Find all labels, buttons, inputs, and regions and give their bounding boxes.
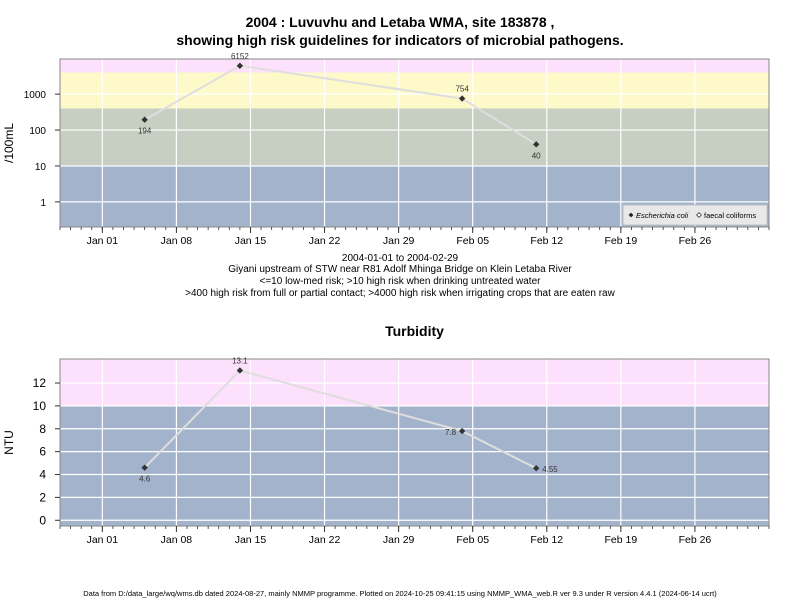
data-label: 7.8	[445, 428, 457, 437]
date-range-note: 2004-01-01 to 2004-02-29	[341, 253, 459, 264]
y-tick-label: 8	[39, 422, 46, 436]
x-tick-label: Feb 19	[604, 235, 637, 247]
y-axis-label: /100mL	[2, 123, 16, 163]
guideline-note-2: >400 high risk from full or partial cont…	[185, 288, 615, 299]
x-tick-label: Jan 15	[235, 534, 267, 546]
data-point	[141, 116, 148, 123]
footer-provenance: Data from D:/data_large/wq/wms.db dated …	[83, 589, 717, 598]
data-point	[458, 427, 466, 435]
y-tick-label: 6	[39, 445, 46, 459]
x-tick-label: Jan 08	[161, 534, 193, 546]
data-label: 40	[532, 151, 541, 160]
data-point	[236, 62, 244, 69]
panel-border	[59, 58, 770, 228]
chart-panel-2: Turbidity Jan 01 Jan 08 Jan 15 Jan 22 Jan 29 F…	[2, 323, 770, 546]
chart-title-line1: 2004 : Luvuvhu and Letaba WMA, site 1838…	[245, 14, 555, 30]
x-tick-label: Jan 22	[309, 235, 341, 247]
x-tick-label: Feb 12	[530, 235, 563, 247]
y-tick-label: 10	[33, 399, 47, 413]
legend-label: Escherichia coli	[636, 211, 688, 220]
data-label: 4.6	[139, 475, 151, 484]
data-point	[532, 141, 540, 148]
x-tick-label: Jan 01	[87, 534, 119, 546]
x-tick-label: Jan 15	[235, 235, 267, 247]
panel-border	[59, 358, 770, 527]
data-label: 4.55	[542, 465, 558, 474]
legend-filled-diamond-icon	[628, 212, 634, 218]
panel-title: Turbidity	[385, 323, 444, 339]
y-tick-label: 2	[39, 490, 46, 504]
x-tick-label: Feb 05	[456, 534, 489, 546]
x-tick-label: Feb 05	[456, 235, 489, 247]
y-tick-label: 12	[33, 376, 47, 390]
y-tick-label: 0	[39, 513, 46, 527]
x-tick-label: Feb 19	[604, 534, 637, 546]
y-tick-label: 1000	[24, 90, 47, 101]
risk-band	[60, 59, 769, 73]
legend: Escherichia coli faecal coliforms	[622, 204, 768, 226]
series-line	[143, 369, 537, 470]
chart-panel-1: Jan 01 Jan 08 Jan 15 Jan 22 Jan 29 Feb 05 Feb …	[2, 52, 770, 247]
data-point	[532, 465, 540, 472]
data-point	[458, 95, 466, 102]
data-point	[236, 367, 244, 374]
y-tick-label: 100	[29, 126, 46, 137]
risk-band	[60, 405, 769, 526]
x-tick-label: Jan 08	[161, 235, 193, 247]
risk-band	[60, 72, 769, 109]
y-axis-label: NTU	[2, 430, 16, 455]
legend-label: faecal coliforms	[704, 211, 756, 220]
y-tick-label: 1	[40, 198, 46, 209]
data-label: 6152	[231, 52, 249, 61]
legend-open-diamond-icon	[696, 212, 702, 218]
guideline-note-1: <=10 low-med risk; >10 high risk when dr…	[259, 276, 541, 287]
data-label: 194	[138, 127, 152, 136]
legend-box	[622, 204, 768, 226]
x-tick-label: Jan 29	[383, 235, 415, 247]
data-point	[141, 464, 148, 471]
data-label: 754	[455, 85, 469, 94]
site-description: Giyani upstream of STW near R81 Adolf Mh…	[228, 264, 572, 275]
chart-title-line2: showing high risk guidelines for indicat…	[176, 32, 624, 48]
x-tick-label: Feb 26	[679, 534, 712, 546]
y-tick-label: 10	[35, 162, 47, 173]
x-tick-label: Feb 12	[530, 534, 563, 546]
x-tick-label: Jan 29	[383, 534, 415, 546]
x-tick-label: Jan 01	[87, 235, 119, 247]
series-line	[144, 64, 537, 146]
risk-band	[60, 108, 769, 166]
x-tick-label: Jan 22	[309, 534, 341, 546]
data-label: 13.1	[232, 356, 248, 365]
x-tick-label: Feb 26	[679, 235, 712, 247]
y-tick-label: 4	[39, 468, 46, 482]
